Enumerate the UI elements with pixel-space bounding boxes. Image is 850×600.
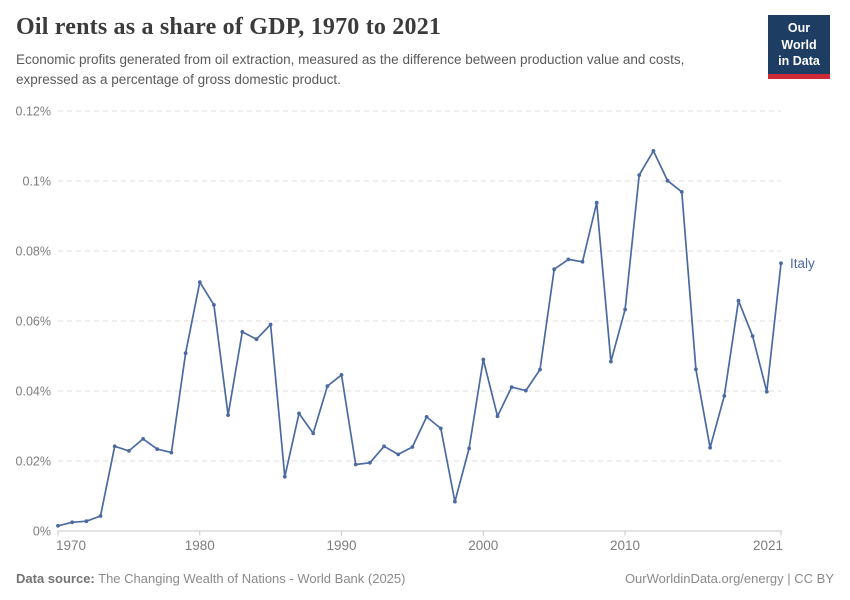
data-point[interactable] xyxy=(268,322,273,327)
y-axis-label: 0.04% xyxy=(16,385,51,399)
data-point[interactable] xyxy=(708,445,712,450)
data-point[interactable] xyxy=(750,334,755,338)
owid-logo[interactable]: Our World in Data xyxy=(768,15,830,79)
data-point[interactable] xyxy=(637,173,642,178)
data-point[interactable] xyxy=(538,367,542,372)
data-point[interactable] xyxy=(523,388,528,393)
data-point[interactable] xyxy=(396,452,401,457)
data-point[interactable] xyxy=(169,450,174,455)
data-point[interactable] xyxy=(609,359,613,364)
data-point[interactable] xyxy=(226,413,231,417)
owid-logo-red-bar xyxy=(768,73,830,79)
data-point[interactable] xyxy=(70,520,75,525)
data-point[interactable] xyxy=(467,446,471,451)
y-axis-label: 0.12% xyxy=(16,105,51,119)
data-point[interactable] xyxy=(481,357,486,362)
owid-logo-text-line1: Our World xyxy=(781,21,817,52)
data-point[interactable] xyxy=(438,426,443,431)
owid-logo-text-line2: in Data xyxy=(778,54,820,68)
data-point[interactable] xyxy=(155,447,160,451)
data-point[interactable] xyxy=(679,190,684,194)
y-axis-label: 0.06% xyxy=(16,315,51,329)
y-axis-label: 0.08% xyxy=(16,245,51,259)
data-point[interactable] xyxy=(382,444,386,449)
data-point[interactable] xyxy=(297,411,301,416)
y-axis-label: 0.02% xyxy=(16,455,51,469)
data-point[interactable] xyxy=(694,367,698,372)
data-point[interactable] xyxy=(240,330,245,334)
y-axis-label: 0.1% xyxy=(23,175,52,189)
data-point[interactable] xyxy=(353,462,358,467)
data-source-text: The Changing Wealth of Nations - World B… xyxy=(94,571,406,586)
series-end-label[interactable]: Italy xyxy=(790,256,815,271)
chart-title: Oil rents as a share of GDP, 1970 to 202… xyxy=(16,14,442,40)
data-point[interactable] xyxy=(141,437,146,441)
x-axis-label: 2000 xyxy=(468,538,498,553)
data-point[interactable] xyxy=(566,257,571,262)
data-point[interactable] xyxy=(424,415,429,419)
data-point[interactable] xyxy=(325,384,330,388)
data-point[interactable] xyxy=(580,259,585,264)
data-point[interactable] xyxy=(410,445,415,449)
data-point[interactable] xyxy=(722,394,727,398)
chart-footer: Data source: The Changing Wealth of Nati… xyxy=(16,571,834,586)
data-point[interactable] xyxy=(552,267,557,272)
data-point[interactable] xyxy=(339,373,344,377)
data-source: Data source: The Changing Wealth of Nati… xyxy=(16,571,405,586)
data-point[interactable] xyxy=(56,523,60,528)
data-point[interactable] xyxy=(779,261,783,266)
chart-header: Oil rents as a share of GDP, 1970 to 202… xyxy=(16,13,750,90)
data-point[interactable] xyxy=(98,514,103,518)
data-point[interactable] xyxy=(183,351,188,356)
x-axis-label: 2021 xyxy=(753,538,783,553)
data-point[interactable] xyxy=(736,298,741,303)
x-axis-label: 1970 xyxy=(56,538,86,553)
data-point[interactable] xyxy=(594,200,599,205)
data-source-label: Data source: xyxy=(16,571,95,586)
data-point[interactable] xyxy=(651,149,656,153)
data-point[interactable] xyxy=(495,414,500,419)
data-point[interactable] xyxy=(212,303,216,307)
series-line-italy[interactable] xyxy=(57,150,782,527)
data-point[interactable] xyxy=(282,474,287,479)
chart-subtitle: Economic profits generated from oil extr… xyxy=(16,51,685,88)
data-point[interactable] xyxy=(623,307,627,312)
data-point[interactable] xyxy=(311,431,316,436)
data-point[interactable] xyxy=(368,460,372,465)
data-point[interactable] xyxy=(764,389,769,394)
data-point[interactable] xyxy=(509,385,514,389)
data-point[interactable] xyxy=(254,337,259,342)
data-point[interactable] xyxy=(453,499,457,504)
x-axis-label: 1990 xyxy=(327,538,357,553)
data-point[interactable] xyxy=(197,280,202,284)
x-axis-label: 2010 xyxy=(610,538,640,553)
data-point[interactable] xyxy=(665,178,670,183)
data-point[interactable] xyxy=(84,519,89,524)
credit-link[interactable]: OurWorldinData.org/energy | CC BY xyxy=(624,571,834,586)
x-axis-label: 1980 xyxy=(185,538,215,553)
data-point[interactable] xyxy=(126,449,131,453)
data-point[interactable] xyxy=(112,444,117,449)
y-axis-label: 0% xyxy=(33,525,51,539)
